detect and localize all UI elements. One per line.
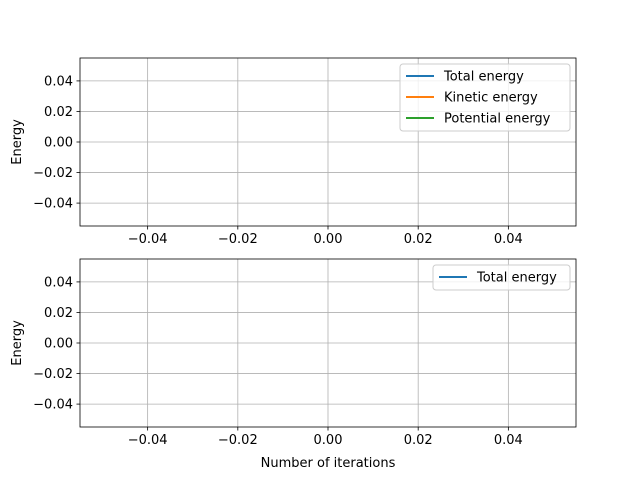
y-axis-label: Energy <box>10 320 25 366</box>
y-tick-label: −0.04 <box>33 398 73 413</box>
y-tick-label: −0.02 <box>33 166 73 181</box>
legend-box <box>399 63 571 132</box>
legend-label: Total energy <box>443 70 524 85</box>
y-axis-label: Energy <box>10 119 25 165</box>
x-tick-label: −0.02 <box>218 433 258 448</box>
axes-frame <box>79 258 577 428</box>
legend-label: Potential energy <box>444 112 551 127</box>
x-tick-label: 0.00 <box>314 433 343 448</box>
chart-panel-2: −0.04 −0.02 0.00 0.02 0.04 −0.04 −0.02 0.00 0.02… <box>10 258 577 471</box>
x-axis-label: Number of iterations <box>261 456 396 471</box>
y-tick-label: 0.02 <box>44 105 73 120</box>
x-tick-label: −0.04 <box>128 433 168 448</box>
legend: Total energy Kinetic energy Potential ener… <box>399 63 571 132</box>
y-tick-label: 0.04 <box>44 74 73 89</box>
legend-label: Kinetic energy <box>444 91 538 106</box>
y-tick-label: −0.04 <box>33 197 73 212</box>
x-tick-label: 0.04 <box>494 433 523 448</box>
x-tick-label: 0.04 <box>494 232 523 247</box>
axes-frame <box>79 57 577 227</box>
y-tick-label: −0.02 <box>33 367 73 382</box>
x-tick-label: 0.00 <box>314 232 343 247</box>
y-tick-label: 0.00 <box>44 337 73 352</box>
y-tick-label: 0.02 <box>44 306 73 321</box>
chart-panel-1: −0.04 −0.02 0.00 0.02 0.04 −0.04 −0.02 0.00 0.02… <box>10 57 577 247</box>
x-tick-label: 0.02 <box>404 232 433 247</box>
legend-box <box>432 264 571 291</box>
legend: Total energy <box>432 264 571 291</box>
x-tick-label: −0.02 <box>218 232 258 247</box>
y-tick-label: 0.04 <box>44 275 73 290</box>
x-tick-label: −0.04 <box>128 232 168 247</box>
legend-label: Total energy <box>476 271 557 286</box>
y-tick-label: 0.00 <box>44 136 73 151</box>
x-tick-label: 0.02 <box>404 433 433 448</box>
